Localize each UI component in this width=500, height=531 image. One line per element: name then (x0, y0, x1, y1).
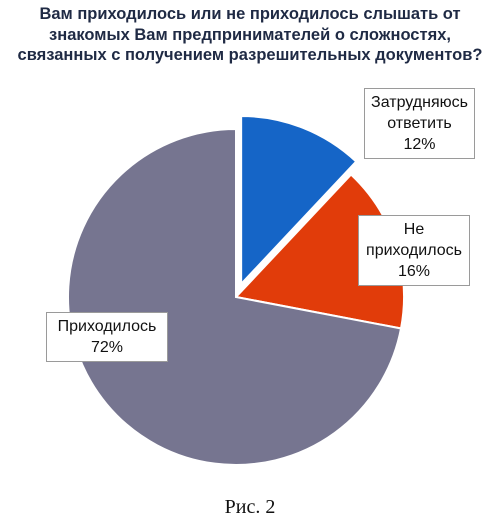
figure-caption: Рис. 2 (224, 496, 276, 518)
slice-label-0: Затрудняюсь ответить 12% (364, 88, 475, 159)
pie-slice-2 (67, 127, 403, 466)
chart-title: Вам приходилось или не приходилось слыша… (17, 5, 483, 64)
slice-label-2: Приходилось 72% (46, 312, 168, 362)
pie-slice-0 (240, 114, 358, 287)
slice-label-1: Не приходилось 16% (358, 215, 470, 286)
